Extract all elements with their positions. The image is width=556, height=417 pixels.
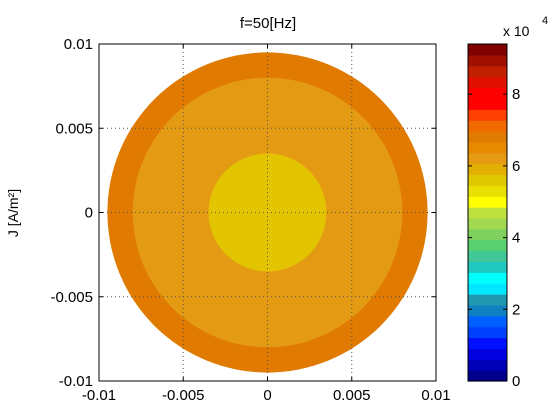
colorbar-tick-label: 6 (512, 158, 520, 175)
colorbar-band (468, 239, 507, 252)
y-axis-ticks: -0.01 -0.005 0 0.005 0.01 (50, 36, 436, 390)
colorbar-band (468, 141, 507, 154)
colorbar-band (468, 217, 507, 230)
colorbar-band (468, 76, 507, 89)
y-tick-label: -0.01 (59, 373, 93, 390)
grid-lines (99, 44, 436, 381)
colorbar-band (468, 315, 507, 328)
colorbar-frame (467, 43, 508, 382)
colorbar-band (468, 120, 507, 132)
colorbar-band (468, 261, 507, 273)
colorbar-band (468, 163, 507, 176)
colorbar-band (468, 370, 507, 382)
colorbar-band (468, 250, 507, 263)
colorbar-tick-label: 8 (512, 86, 520, 103)
colorbar-band (468, 109, 507, 121)
colorbar-band (468, 130, 507, 143)
x-tick-label: 0.005 (333, 387, 371, 404)
colorbar-band (468, 98, 507, 110)
colorbar-band (468, 87, 507, 99)
x-tick-label: -0.01 (82, 387, 116, 404)
colorbar-band (468, 174, 507, 186)
plot-area: -0.01 -0.005 0 0.005 0.01 -0.01 -0.005 0 0.005 0… (50, 36, 450, 404)
colorbar-band (468, 304, 507, 317)
colorbar-band (468, 44, 507, 56)
colorbar-tick-label: 2 (512, 301, 520, 318)
y-tick-label: 0 (85, 205, 93, 222)
colorbar-ticks: 0 2 4 6 8 (468, 86, 520, 390)
x-tick-label: 0 (263, 387, 271, 404)
y-tick-label: -0.005 (50, 289, 93, 306)
x-tick-label: 0.01 (421, 387, 450, 404)
colorbar: 0 2 4 6 8 x 10 4 (467, 15, 548, 390)
colorbar-band (468, 65, 507, 78)
colorbar-band (468, 185, 507, 197)
colorbar-band (468, 228, 507, 241)
colorbar-band (468, 348, 507, 360)
y-axis-label: J [A/m²] (5, 189, 21, 237)
colorbar-band (468, 326, 507, 339)
colorbar-band (468, 359, 507, 371)
colorbar-band (468, 272, 507, 284)
colorbar-band (468, 283, 507, 295)
x-tick-label: -0.005 (162, 387, 205, 404)
colorbar-band (468, 54, 507, 67)
chart-title: f=50[Hz] (240, 15, 296, 32)
y-tick-label: 0.005 (55, 120, 93, 137)
colorbar-bands (468, 44, 507, 382)
y-tick-label: 0.01 (64, 36, 93, 53)
colorbar-band (468, 337, 507, 349)
x-axis-ticks: -0.01 -0.005 0 0.005 0.01 (82, 44, 451, 404)
colorbar-exponent: 4 (542, 15, 548, 27)
colorbar-band (468, 196, 507, 208)
colorbar-band (468, 207, 507, 219)
colorbar-band (468, 294, 507, 306)
colorbar-multiplier: x 10 (503, 23, 530, 39)
colorbar-tick-label: 0 (512, 373, 520, 390)
colorbar-tick-label: 4 (512, 230, 520, 247)
colorbar-band (468, 152, 507, 165)
